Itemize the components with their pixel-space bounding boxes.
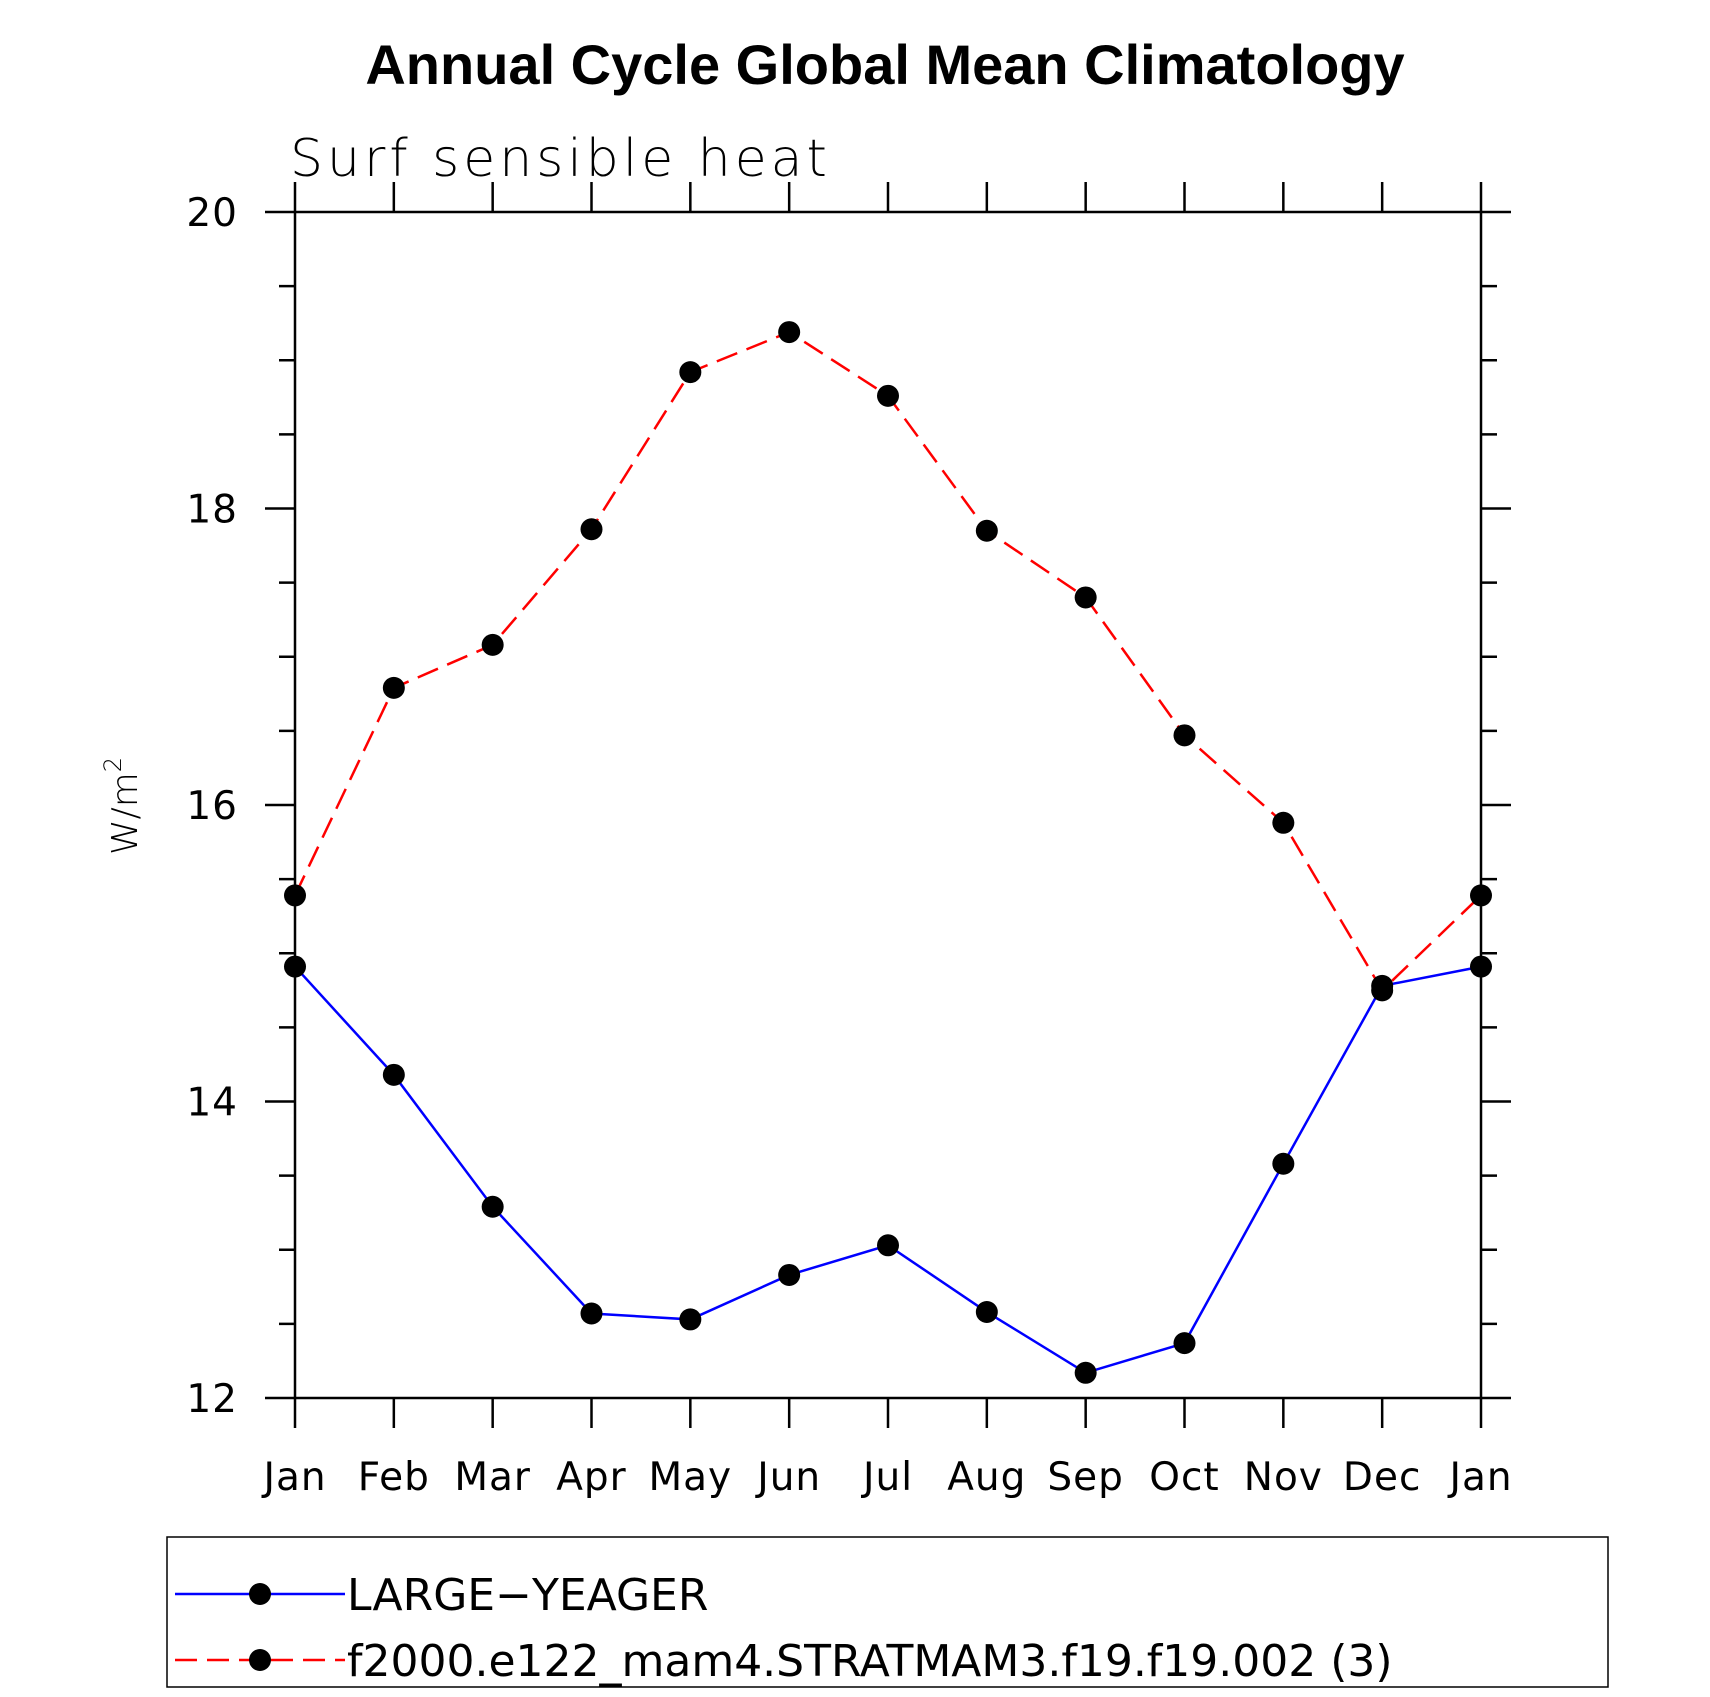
x-tick-label: Mar <box>454 1455 531 1500</box>
series-layer <box>284 321 1492 1384</box>
series-2-point <box>481 633 504 656</box>
series-2-point <box>1470 884 1492 907</box>
series-1-point <box>679 1308 702 1331</box>
series-2-point <box>877 384 899 407</box>
y-axis-label-sup: 2 <box>99 757 127 772</box>
legend-box <box>166 1536 1609 1688</box>
series-1-point <box>1173 1332 1196 1355</box>
series-1-point <box>382 1063 405 1086</box>
y-tick-label: 18 <box>186 488 238 533</box>
series-2-point <box>1371 979 1394 1002</box>
legend-label-1: LARGE−YEAGER <box>347 1570 708 1621</box>
x-tick-label: Feb <box>358 1455 430 1500</box>
x-tick-label: Apr <box>556 1455 626 1500</box>
y-tick-label: 16 <box>186 784 238 829</box>
series-2-point <box>382 676 405 699</box>
legend-marker-2 <box>249 1649 271 1671</box>
series-1-point <box>580 1302 603 1325</box>
series-1-point <box>284 955 306 978</box>
series-1-point <box>1074 1361 1097 1384</box>
y-tick-label: 20 <box>186 191 238 236</box>
x-tick-label: Nov <box>1244 1455 1323 1500</box>
series-1-point <box>481 1195 504 1218</box>
y-axis-label-base: W/m <box>105 772 146 855</box>
series-2-point <box>1272 811 1295 834</box>
series-2-point <box>1173 724 1196 747</box>
series-1-point <box>877 1234 899 1257</box>
legend-label-2: f2000.e122_mam4.STRATMAM3.f19.f19.002 (3… <box>347 1636 1393 1687</box>
chart-title: Annual Cycle Global Mean Climatology <box>365 33 1404 96</box>
series-2-point <box>778 321 801 344</box>
series-2-point <box>679 361 702 384</box>
x-tick-label: Aug <box>947 1455 1026 1500</box>
series-2-point <box>1074 586 1097 609</box>
series-line-1 <box>294 965 1482 1375</box>
x-tick-label: Sep <box>1047 1455 1124 1500</box>
chart-subtitle: Surf sensible heat <box>290 129 831 189</box>
series-2-point <box>284 884 306 907</box>
x-tick-label: Jan <box>1446 1455 1512 1500</box>
series-1-point <box>778 1263 801 1286</box>
y-tick-label: 14 <box>186 1081 238 1126</box>
series-2-point <box>580 518 603 541</box>
series-1-point <box>975 1301 998 1324</box>
series-2-point <box>975 519 998 542</box>
series-1-point <box>1272 1152 1295 1175</box>
series-1-point <box>1470 955 1492 978</box>
x-tick-label: Oct <box>1149 1455 1219 1500</box>
legend-marker-1 <box>249 1583 271 1605</box>
svg-text:W/m2: W/m2 <box>99 757 146 855</box>
series-line-2 <box>293 330 1482 993</box>
x-tick-label: May <box>649 1455 733 1500</box>
legend: LARGE−YEAGER f2000.e122_mam4.STRATMAM3.f1… <box>175 1570 1393 1687</box>
x-tick-label: Dec <box>1343 1455 1421 1500</box>
x-tick-label: Jun <box>754 1455 821 1500</box>
y-tick-label: 12 <box>186 1377 238 1422</box>
x-tick-label: Jan <box>260 1455 326 1500</box>
x-tick-label: Jul <box>860 1455 913 1500</box>
axis-ticks: 12 14 16 18 20 Jan Feb Mar Apr May Jun Jul Aug Sep Oct… <box>186 182 1512 1500</box>
y-axis-label: W/m2 <box>99 757 146 855</box>
